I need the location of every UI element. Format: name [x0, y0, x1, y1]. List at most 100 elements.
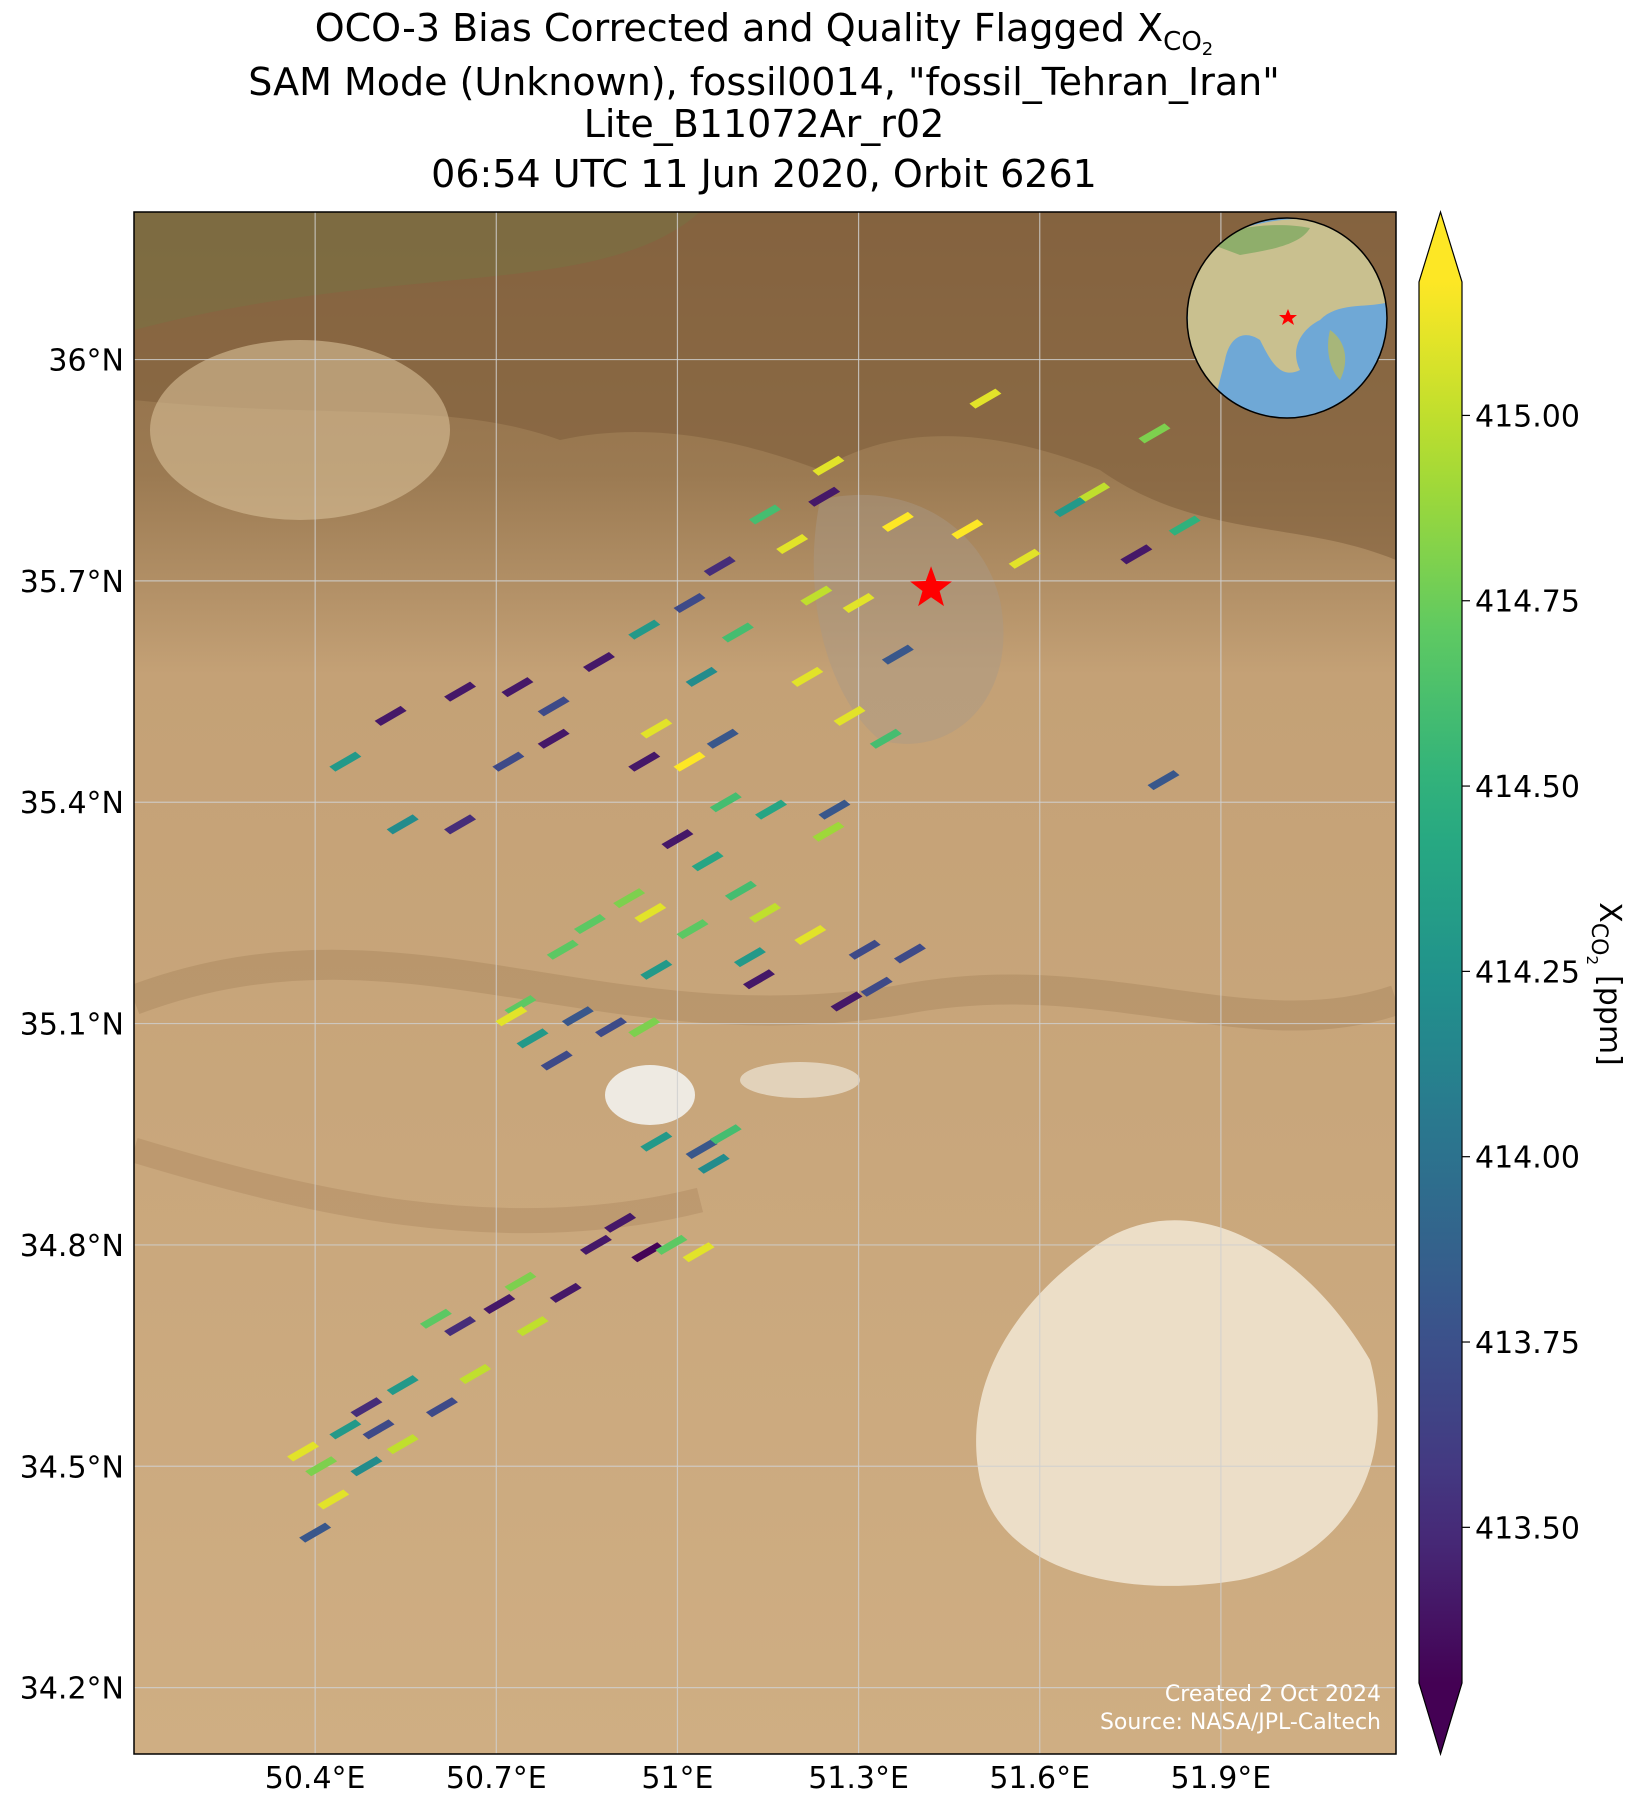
- globe-marker: [1279, 309, 1297, 325]
- sounding: [812, 821, 845, 842]
- sounding: [709, 792, 742, 813]
- globe-outline: [1186, 217, 1388, 419]
- sounding: [881, 511, 914, 532]
- sounding: [317, 1489, 350, 1510]
- sounding: [628, 751, 661, 772]
- sounding: [697, 1153, 730, 1174]
- sounding: [706, 728, 739, 749]
- x-tick-label: 51°E: [641, 1761, 713, 1796]
- colorbar-label-unit: [ppm]: [1592, 975, 1627, 1066]
- y-tick-label: 35.4°N: [20, 786, 124, 821]
- sounding: [613, 888, 646, 909]
- sounding: [812, 455, 845, 476]
- sounding: [579, 1234, 612, 1255]
- salt-flat: [740, 1062, 860, 1098]
- colorbar-tick-label: 414.00: [1475, 1141, 1580, 1176]
- plain: [150, 340, 450, 520]
- colorbar-body: [1419, 282, 1462, 1683]
- sounding: [776, 534, 809, 555]
- colorbar: 415.00 414.75 414.50 414.25 414.00 413.75 413.…: [1418, 209, 1580, 1757]
- map-frame: [133, 211, 1397, 1755]
- sounding: [1168, 515, 1201, 536]
- sounding: [733, 947, 766, 968]
- sounding: [1138, 423, 1171, 444]
- sounding: [794, 925, 827, 946]
- x-tick-label: 50.4°E: [265, 1761, 366, 1796]
- colorbar-tick-label: 414.25: [1475, 955, 1580, 990]
- sounding: [893, 943, 926, 964]
- sounding: [749, 902, 781, 923]
- sounding: [1053, 497, 1086, 518]
- sounding: [419, 1308, 452, 1329]
- sounding: [691, 851, 724, 872]
- colorbar-tick-label: 414.75: [1475, 585, 1580, 620]
- sounding: [374, 705, 407, 726]
- sounding: [640, 718, 673, 739]
- y-tick-label: 34.8°N: [20, 1229, 124, 1264]
- sounding: [800, 585, 833, 606]
- sounding: [755, 799, 788, 820]
- sounding: [495, 1006, 528, 1027]
- sounding: [842, 593, 875, 614]
- sounding: [537, 696, 570, 717]
- sounding: [833, 705, 866, 726]
- sounding: [444, 681, 477, 702]
- sounding: [808, 486, 841, 507]
- sounding: [540, 1050, 573, 1071]
- colorbar-extend-max: [1419, 212, 1462, 282]
- sounding: [818, 799, 851, 820]
- sounding: [640, 1131, 673, 1152]
- sounding: [595, 1017, 628, 1038]
- title-text: OCO-3 Bias Corrected and Quality Flagged…: [315, 6, 1163, 50]
- colorbar-label-text: X: [1592, 902, 1627, 923]
- sounding: [640, 959, 673, 980]
- sounding: [628, 1017, 661, 1038]
- sounding: [444, 1316, 477, 1337]
- sounding: [483, 1293, 516, 1314]
- sounding: [362, 1419, 395, 1440]
- sounding: [504, 1271, 537, 1292]
- y-tick-label: 36°N: [48, 344, 124, 379]
- sounding: [582, 652, 615, 673]
- sounding: [791, 666, 824, 687]
- sounding: [459, 1364, 492, 1385]
- colorbar-extend-min: [1419, 1683, 1462, 1754]
- colorbar-outline: [1418, 209, 1463, 1757]
- sounding: [516, 1316, 549, 1337]
- mountains: [134, 212, 1396, 560]
- sounding: [329, 751, 362, 772]
- sounding: [721, 622, 754, 643]
- sounding: [305, 1456, 338, 1477]
- sounding: [655, 1234, 688, 1255]
- title-line: 06:54 UTC 11 Jun 2020, Orbit 6261: [431, 152, 1097, 196]
- x-tick-label: 51.3°E: [808, 1761, 909, 1796]
- y-tick-label: 34.5°N: [20, 1450, 124, 1485]
- sounding: [492, 751, 525, 772]
- sounding: [501, 677, 534, 698]
- sounding: [673, 751, 706, 772]
- sounding: [881, 644, 914, 665]
- sounding: [703, 556, 736, 577]
- target-marker: [910, 566, 952, 607]
- land: [1328, 330, 1346, 380]
- sounding: [329, 1419, 362, 1440]
- sounding: [860, 976, 893, 997]
- sounding: [709, 1124, 742, 1145]
- sounding: [676, 919, 709, 940]
- sounding: [830, 991, 863, 1012]
- sounding: [350, 1456, 383, 1477]
- sounding: [604, 1212, 637, 1233]
- colorbar-tick-label: 414.50: [1475, 770, 1580, 805]
- salt-lake: [605, 1065, 695, 1125]
- x-tick-label: 51.9°E: [1171, 1761, 1272, 1796]
- y-tick-label: 35.1°N: [20, 1008, 124, 1043]
- colorbar-tick-label: 413.75: [1475, 1326, 1580, 1361]
- sounding: [1078, 482, 1111, 503]
- vegetation: [134, 212, 700, 330]
- sounding: [661, 829, 694, 850]
- sounding: [350, 1397, 383, 1418]
- sounding: [631, 1242, 664, 1263]
- title-subsub: 2: [1202, 39, 1213, 60]
